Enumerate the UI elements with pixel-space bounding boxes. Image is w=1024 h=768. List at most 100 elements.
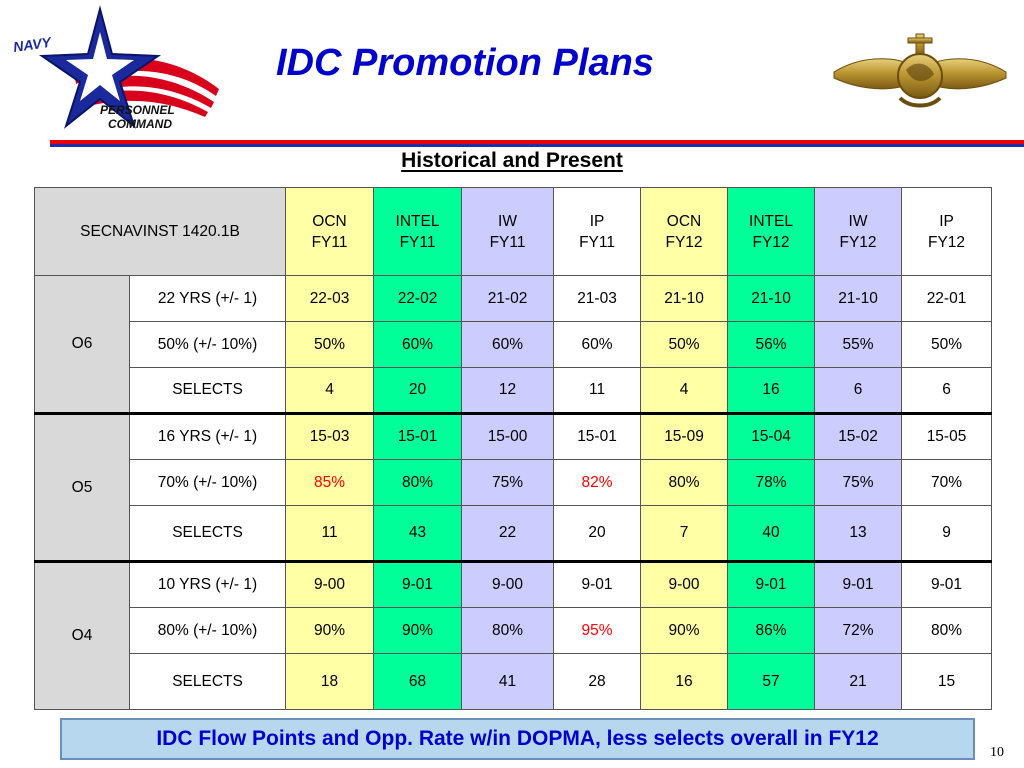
column-header-ip-fy11: IP FY11: [553, 187, 642, 276]
table-cell: 15-01: [553, 412, 642, 460]
table-cell: 9-00: [461, 560, 555, 608]
table-cell: 80%: [373, 459, 463, 506]
table-cell: 13: [814, 505, 903, 562]
corner-header-cell: SECNAVINST 1420.1B: [33, 187, 287, 276]
subtitle-text: Historical and Present: [401, 149, 623, 172]
table-cell: 9-01: [727, 560, 816, 608]
column-header-intel-fy11: INTEL FY11: [373, 187, 463, 276]
table-cell: 7: [640, 505, 729, 562]
table-cell: 16: [727, 367, 816, 414]
table-cell: 9-01: [901, 560, 993, 608]
title-divider-blue: [50, 144, 1024, 147]
table-cell: 18: [285, 653, 375, 710]
column-header-fiscal-year: FY11: [399, 233, 436, 251]
table-header-row: SECNAVINST 1420.1B OCN FY11 INTEL FY11 IW FY1…: [33, 187, 993, 276]
column-header-program: INTEL: [749, 212, 793, 230]
row-label: SELECTS: [128, 653, 287, 710]
table-row: O4 10 YRS (+/- 1) 9-00 9-01 9-00 9-01 9-00 9-01…: [34, 560, 993, 710]
table-cell: 15-01: [373, 412, 463, 460]
table-cell: 78%: [727, 459, 816, 506]
table-cell: 28: [553, 653, 642, 710]
table-cell: 90%: [285, 607, 375, 654]
table-cell: 75%: [814, 459, 903, 506]
table-cell: 68: [373, 653, 463, 710]
table-row: O5 16 YRS (+/- 1) 15-03 15-01 15-00 15-01 15-0…: [34, 412, 993, 562]
table-cell: 22: [461, 505, 555, 562]
table-cell: 15-05: [901, 412, 993, 460]
table-cell: 80%: [461, 607, 555, 654]
table-cell: 60%: [373, 321, 463, 368]
table-cell: 43: [373, 505, 463, 562]
table-cell: 60%: [553, 321, 642, 368]
table-cell: 9-01: [373, 560, 463, 608]
table-row: O6 22 YRS (+/- 1) 22-03 22-02 21-02 21-03 21-1…: [34, 275, 993, 414]
table-row: SELECTS 11 43 22 20 7 40 13 9: [35, 505, 993, 562]
title-divider-red: [50, 140, 1024, 144]
column-header-ocn-fy12: OCN FY12: [640, 187, 729, 276]
table-cell: 70%: [901, 459, 993, 506]
table-cell: 41: [461, 653, 555, 710]
table-cell: 90%: [640, 607, 729, 654]
table-cell: 57: [727, 653, 816, 710]
logo-text-personnel: PERSONNEL: [100, 103, 175, 117]
page-title: IDC Promotion Plans: [276, 42, 654, 84]
row-label: SELECTS: [128, 367, 287, 414]
table-cell: 80%: [640, 459, 729, 506]
column-header-program: OCN: [312, 212, 347, 230]
row-label: 10 YRS (+/- 1): [128, 560, 287, 608]
table-row: SELECTS 4 20 12 11 4 16 6 6: [35, 367, 993, 414]
table-cell: 86%: [727, 607, 816, 654]
table-cell: 75%: [461, 459, 555, 506]
table-cell: 16: [640, 653, 729, 710]
table-row: 70% (+/- 10%) 85% 80% 75% 82% 80% 78% 75% 70%: [35, 459, 993, 506]
logo-text-navy: NAVY: [12, 34, 53, 55]
column-header-fiscal-year: FY11: [489, 233, 526, 251]
grade-cell-o6: O6: [34, 275, 130, 414]
column-header-fiscal-year: FY11: [579, 233, 615, 251]
table-cell: 20: [373, 367, 463, 414]
summary-banner: IDC Flow Points and Opp. Rate w/in DOPMA…: [60, 718, 975, 760]
subtitle: Historical and Present: [0, 147, 1024, 175]
promotion-plans-table: SECNAVINST 1420.1B OCN FY11 INTEL FY11 IW FY1…: [33, 187, 993, 710]
table-cell: 85%: [285, 459, 375, 506]
column-header-iw-fy11: IW FY11: [461, 187, 555, 276]
table-cell: 95%: [553, 607, 642, 654]
column-header-program: IW: [848, 212, 868, 230]
table-cell: 9-01: [814, 560, 903, 608]
column-header-ocn-fy11: OCN FY11: [285, 187, 375, 276]
table-cell: 80%: [901, 607, 993, 654]
table-cell: 21-10: [640, 275, 729, 322]
grade-cell-o4: O4: [34, 560, 130, 710]
row-label: 80% (+/- 10%): [128, 607, 287, 654]
table-cell: 56%: [727, 321, 816, 368]
table-cell: 82%: [553, 459, 642, 506]
table-cell: 21-03: [553, 275, 642, 322]
row-label: 70% (+/- 10%): [128, 459, 287, 506]
table-cell: 50%: [640, 321, 729, 368]
table-cell: 90%: [373, 607, 463, 654]
table-cell: 40: [727, 505, 816, 562]
table-cell: 22-01: [901, 275, 993, 322]
table-row: 50% (+/- 10%) 50% 60% 60% 60% 50% 56% 55% 50%: [35, 321, 993, 368]
table-cell: 9-00: [285, 560, 375, 608]
table-cell: 72%: [814, 607, 903, 654]
table-cell: 55%: [814, 321, 903, 368]
column-header-fiscal-year: FY11: [311, 233, 348, 251]
page-number: 10: [990, 745, 1004, 760]
table-cell: 6: [901, 367, 993, 414]
table-cell: 50%: [285, 321, 375, 368]
column-header-fiscal-year: FY12: [665, 233, 703, 251]
table-cell: 15-00: [461, 412, 555, 460]
table-cell: 15: [901, 653, 993, 710]
table-cell: 21-02: [461, 275, 555, 322]
table-cell: 21: [814, 653, 903, 710]
column-header-fiscal-year: FY12: [927, 233, 966, 251]
table-cell: 20: [553, 505, 642, 562]
table-cell: 4: [285, 367, 375, 414]
table-cell: 4: [640, 367, 729, 414]
table-cell: 12: [461, 367, 555, 414]
row-label: 22 YRS (+/- 1): [128, 275, 287, 322]
column-header-fiscal-year: FY12: [839, 233, 877, 251]
logo-text-command: COMMAND: [108, 117, 172, 131]
table-cell: 60%: [461, 321, 555, 368]
